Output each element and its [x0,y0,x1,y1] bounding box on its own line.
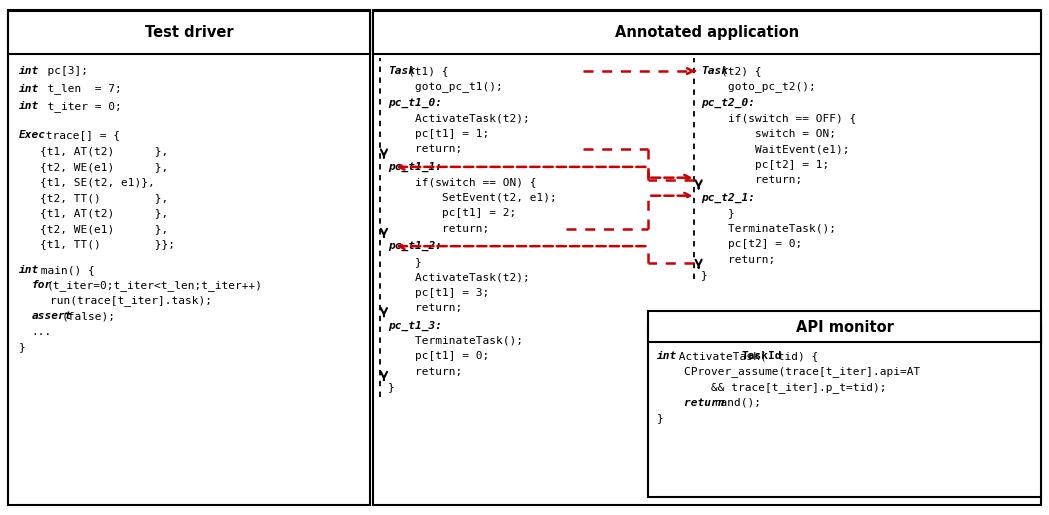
Text: pc[t1] = 2;: pc[t1] = 2; [388,208,516,218]
Text: Annotated application: Annotated application [615,25,799,40]
Text: }: } [388,382,394,392]
Text: Test driver: Test driver [145,25,234,40]
Text: int: int [19,83,39,94]
Bar [8,10,370,505]
Text: return;: return; [388,303,463,313]
Text: {t2, TT()        },: {t2, TT() }, [40,193,168,203]
Text: return;: return; [701,254,775,265]
Text: switch = ON;: switch = ON; [701,129,836,139]
Text: if(switch == OFF) {: if(switch == OFF) { [701,113,856,124]
Bar [373,11,1041,54]
Text: rand();: rand(); [707,398,761,408]
Text: }: } [701,208,734,218]
Text: }: } [701,270,707,280]
Text: goto_pc_t1();: goto_pc_t1(); [388,81,502,92]
Text: Task: Task [388,66,415,76]
Text: pc_t1_1:: pc_t1_1: [388,162,442,172]
Text: pc[t1] = 0;: pc[t1] = 0; [388,351,490,362]
Text: {t2, WE(e1)      },: {t2, WE(e1) }, [40,224,168,234]
Text: trace[] = {: trace[] = { [39,130,120,140]
Text: return;: return; [701,175,802,185]
Text: int: int [657,351,677,362]
Text: ActivateTask(: ActivateTask( [671,351,766,362]
Text: }: } [388,256,422,267]
Text: pc[t2] = 1;: pc[t2] = 1; [701,160,829,170]
Text: main() {: main() { [34,265,94,275]
Text: pc[t1] = 3;: pc[t1] = 3; [388,287,490,298]
Text: {t1, TT()        }};: {t1, TT() }}; [40,239,175,249]
Text: pc[3];: pc[3]; [34,66,88,76]
Text: assert: assert [31,311,72,321]
Text: int: int [19,101,39,111]
Text: WaitEvent(e1);: WaitEvent(e1); [701,144,850,154]
Bar [373,10,1041,505]
Text: run(trace[t_iter].task);: run(trace[t_iter].task); [50,295,212,306]
Text: ActivateTask(t2);: ActivateTask(t2); [388,113,530,124]
Bar [8,11,370,54]
Bar [648,324,1041,497]
Bar [648,311,1041,342]
Text: && trace[t_iter].p_t=tid);: && trace[t_iter].p_t=tid); [657,382,886,393]
Text: (t1) {: (t1) { [408,66,449,76]
Text: return;: return; [388,367,463,377]
Text: }: } [19,342,25,352]
Text: pc[t2] = 0;: pc[t2] = 0; [701,239,802,249]
Text: int: int [19,265,39,275]
Text: (t_iter=0;t_iter<t_len;t_iter++): (t_iter=0;t_iter<t_len;t_iter++) [46,280,262,291]
Text: TerminateTask();: TerminateTask(); [388,336,523,346]
Text: pc_t2_1:: pc_t2_1: [701,193,754,203]
Text: }: } [657,413,663,423]
Text: TerminateTask();: TerminateTask(); [701,224,836,234]
Text: ActivateTask(t2);: ActivateTask(t2); [388,272,530,282]
Text: (t2) {: (t2) { [721,66,762,76]
Text: pc[t1] = 1;: pc[t1] = 1; [388,129,490,139]
Text: SetEvent(t2, e1);: SetEvent(t2, e1); [388,193,557,203]
Text: pc_t2_0:: pc_t2_0: [701,98,754,108]
Text: API monitor: API monitor [795,319,894,335]
Text: goto_pc_t2();: goto_pc_t2(); [701,81,815,92]
Text: t_iter = 0;: t_iter = 0; [34,100,122,112]
Text: int: int [19,66,39,76]
Text: (false);: (false); [61,311,115,321]
Text: tid) {: tid) { [771,351,818,362]
Text: TaskId: TaskId [742,351,782,362]
Text: pc_t1_0:: pc_t1_0: [388,98,442,108]
Text: {t1, AT(t2)      },: {t1, AT(t2) }, [40,208,168,218]
Text: {t2, WE(e1)      },: {t2, WE(e1) }, [40,162,168,172]
Text: pc_t1_2:: pc_t1_2: [388,241,442,251]
Text: return;: return; [388,224,490,234]
Text: {t1, AT(t2)      },: {t1, AT(t2) }, [40,146,168,157]
Text: Task: Task [701,66,728,76]
Text: Exec: Exec [19,130,46,140]
Text: CProver_assume(trace[t_iter].api=AT: CProver_assume(trace[t_iter].api=AT [657,366,920,377]
Text: return: return [657,398,724,408]
Text: {t1, SE(t2, e1)},: {t1, SE(t2, e1)}, [40,177,154,187]
Text: pc_t1_3:: pc_t1_3: [388,320,442,331]
Text: ...: ... [31,327,51,337]
Text: if(switch == ON) {: if(switch == ON) { [388,177,537,187]
Text: return;: return; [388,144,463,154]
Text: t_len  = 7;: t_len = 7; [34,83,122,94]
Text: for: for [31,280,51,290]
